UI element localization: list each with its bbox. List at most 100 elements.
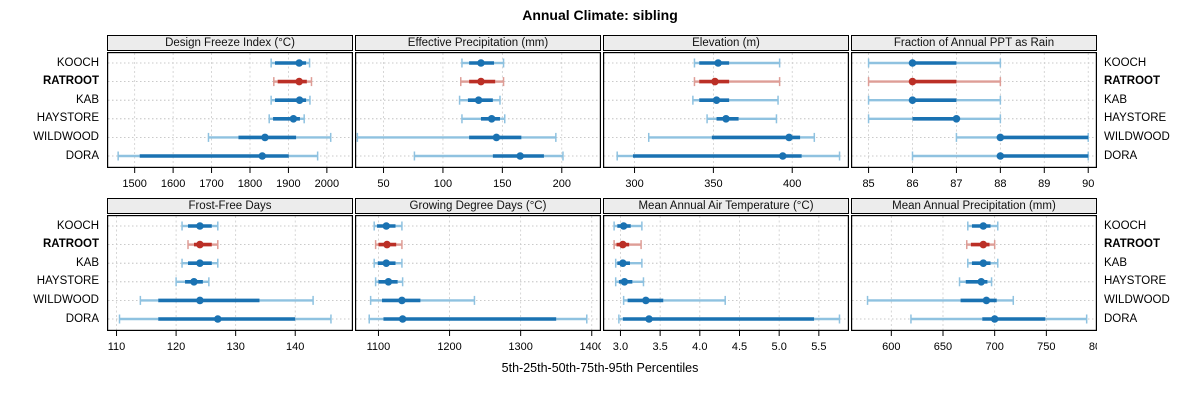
panel-canvas-effective-precipitation-mm: 50 100 150 200: [355, 52, 601, 190]
axis-tick-label: 1400: [580, 341, 601, 353]
panel-strip-effective-precipitation-mm: Effective Precipitation (mm): [355, 35, 601, 51]
axis-tick-label: 50: [377, 178, 389, 190]
panel-border: [851, 52, 1097, 169]
axis-tick-label: 3.5: [652, 341, 667, 353]
site-label-left-haystore: HAYSTORE: [36, 275, 99, 288]
error-bar-kooch: [270, 58, 311, 68]
error-bar-kab: [458, 95, 501, 105]
panel-background: [851, 52, 1097, 168]
panel-border: [851, 215, 1097, 332]
error-bar-dora: [618, 314, 841, 324]
panel-background: [107, 215, 353, 331]
site-label-left-dora: DORA: [65, 149, 99, 162]
axis-tick-label: 200: [553, 178, 571, 190]
median-dot: [382, 222, 391, 230]
axis-tick-label: 4.5: [732, 341, 747, 353]
median-dot: [619, 259, 627, 267]
site-label-right-kooch: KOOCH: [1104, 56, 1147, 69]
median-dot: [785, 133, 793, 142]
error-bar-haystore: [867, 114, 1002, 124]
error-bar-wildwood: [207, 132, 332, 142]
axis-tick-label: 750: [1037, 341, 1055, 353]
error-bar-ratroot: [187, 240, 219, 250]
panel-border: [355, 52, 601, 169]
median-dot: [382, 259, 391, 267]
site-label-right-haystore: HAYSTORE: [1104, 275, 1167, 288]
axis-tick-label: 700: [985, 341, 1003, 353]
median-dot: [261, 133, 269, 142]
axis-tick-label: 120: [167, 341, 185, 353]
median-dot: [979, 222, 988, 230]
axis-tick-label: 1500: [122, 178, 146, 190]
panel-strip-fraction-of-annual-ppt-as-rain: Fraction of Annual PPT as Rain: [851, 35, 1097, 51]
error-bar-ratroot: [867, 77, 1002, 87]
median-dot: [474, 96, 483, 104]
site-label-right-wildwood: WILDWOOD: [1104, 130, 1170, 143]
median-dot: [516, 152, 524, 160]
axis-tick-label: 150: [493, 178, 511, 190]
axis-tick-label: 1700: [199, 178, 223, 190]
median-dot: [213, 315, 222, 323]
site-label-left-haystore: HAYSTORE: [36, 112, 99, 125]
median-dot: [645, 315, 653, 323]
site-label-right-dora: DORA: [1104, 312, 1138, 325]
panel-border: [107, 52, 353, 169]
panel-strip-frost-free-days: Frost-Free Days: [107, 198, 353, 214]
median-dot: [990, 315, 999, 323]
median-dot: [196, 222, 204, 230]
axis-tick-label: 5.5: [811, 341, 826, 353]
axis-tick-label: 1100: [367, 341, 391, 353]
site-label-left-ratroot: RATROOT: [42, 75, 99, 88]
panel-strip-mean-annual-precipitation-mm: Mean Annual Precipitation (mm): [851, 198, 1097, 214]
panel-canvas-design-freeze-index-c: 1500 1600 1700 1800 1900 2000: [107, 52, 353, 190]
axis-tick-label: 300: [625, 178, 643, 190]
panel-canvas-elevation-m: 300 350 400: [603, 52, 849, 190]
axis-tick-label: 110: [108, 341, 126, 353]
axis-tick-label: 1300: [508, 341, 532, 353]
median-dot: [996, 152, 1005, 160]
error-bar-haystore: [614, 277, 645, 287]
axis-tick-label: 87: [950, 178, 962, 190]
median-dot: [398, 315, 407, 323]
error-bar-kab: [373, 258, 403, 268]
median-dot: [977, 278, 986, 286]
axis-tick-label: 85: [862, 178, 874, 190]
median-dot: [196, 296, 204, 305]
panel-background: [355, 52, 601, 168]
axis-tick-label: 100: [434, 178, 452, 190]
median-dot: [712, 96, 721, 104]
axis-tick-label: 3.0: [613, 341, 628, 353]
site-label-right-kab: KAB: [1104, 256, 1128, 269]
error-bar-kab: [614, 258, 643, 268]
axis-tick-label: 130: [226, 341, 244, 353]
site-label-left-kab: KAB: [75, 93, 99, 106]
error-bar-ratroot: [966, 240, 996, 250]
median-dot: [477, 77, 485, 86]
error-bar-ratroot: [460, 77, 505, 87]
median-dot: [714, 59, 722, 67]
axis-tick-label: 4.0: [692, 341, 707, 353]
x-axis-caption: 5th-25th-50th-75th-95th Percentiles: [501, 361, 699, 375]
median-dot: [908, 59, 917, 67]
site-label-right-dora: DORA: [1104, 149, 1138, 162]
site-label-right-haystore: HAYSTORE: [1104, 112, 1167, 125]
error-bar-wildwood: [622, 295, 726, 305]
error-bar-dora: [413, 151, 564, 161]
site-label-right-wildwood: WILDWOOD: [1104, 293, 1170, 306]
median-dot: [619, 222, 628, 230]
median-dot: [190, 278, 198, 286]
axis-tick-label: 86: [906, 178, 918, 190]
median-dot: [477, 59, 485, 67]
error-bar-kooch: [181, 221, 219, 231]
axis-tick-label: 140: [286, 341, 304, 353]
error-bar-kooch: [373, 221, 403, 231]
error-bar-haystore: [706, 114, 778, 124]
median-dot: [711, 77, 719, 86]
error-bar-kooch: [867, 58, 1002, 68]
axis-tick-label: 90: [1082, 178, 1094, 190]
error-bar-kab: [967, 258, 999, 268]
median-dot: [952, 115, 961, 123]
error-bar-dora: [118, 314, 332, 324]
panel-background: [355, 215, 601, 331]
site-label-left-wildwood: WILDWOOD: [33, 130, 99, 143]
